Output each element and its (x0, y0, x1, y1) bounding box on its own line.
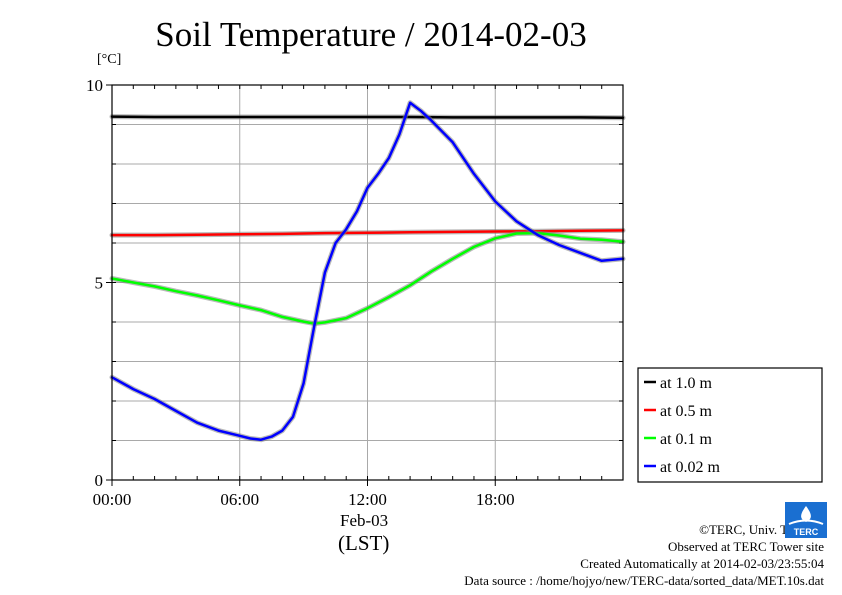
legend-label: at 1.0 m (660, 375, 713, 392)
y-axis-unit-label: [°C] (97, 52, 122, 67)
legend-label: at 0.02 m (660, 459, 721, 476)
x-tick-label: 00:00 (93, 490, 132, 509)
created-timestamp-text: Created Automatically at 2014-02-03/23:5… (580, 556, 824, 571)
legend-box (637, 367, 823, 483)
legend-label: at 0.1 m (660, 431, 713, 448)
legend-label: at 0.5 m (660, 403, 713, 420)
x-axis-label: (LST) (338, 531, 390, 555)
logo-text: TERC (794, 527, 819, 537)
series-line (110, 115, 625, 120)
x-tick-label: 18:00 (476, 490, 515, 509)
series-line (110, 101, 625, 441)
y-tick-label: 0 (95, 471, 104, 490)
chart-title: Soil Temperature / 2014-02-03 (155, 15, 587, 54)
x-tick-label: 12:00 (348, 490, 387, 509)
x-axis-date-label: Feb-03 (340, 511, 389, 530)
terc-logo: TERC (785, 502, 827, 538)
x-tick-label: 06:00 (220, 490, 259, 509)
y-tick-label: 10 (86, 76, 103, 95)
observed-at-text: Observed at TERC Tower site (667, 539, 824, 554)
y-tick-label: 5 (95, 274, 104, 293)
data-source-text: Data source : /home/hojyo/new/TERC-data/… (464, 573, 824, 588)
